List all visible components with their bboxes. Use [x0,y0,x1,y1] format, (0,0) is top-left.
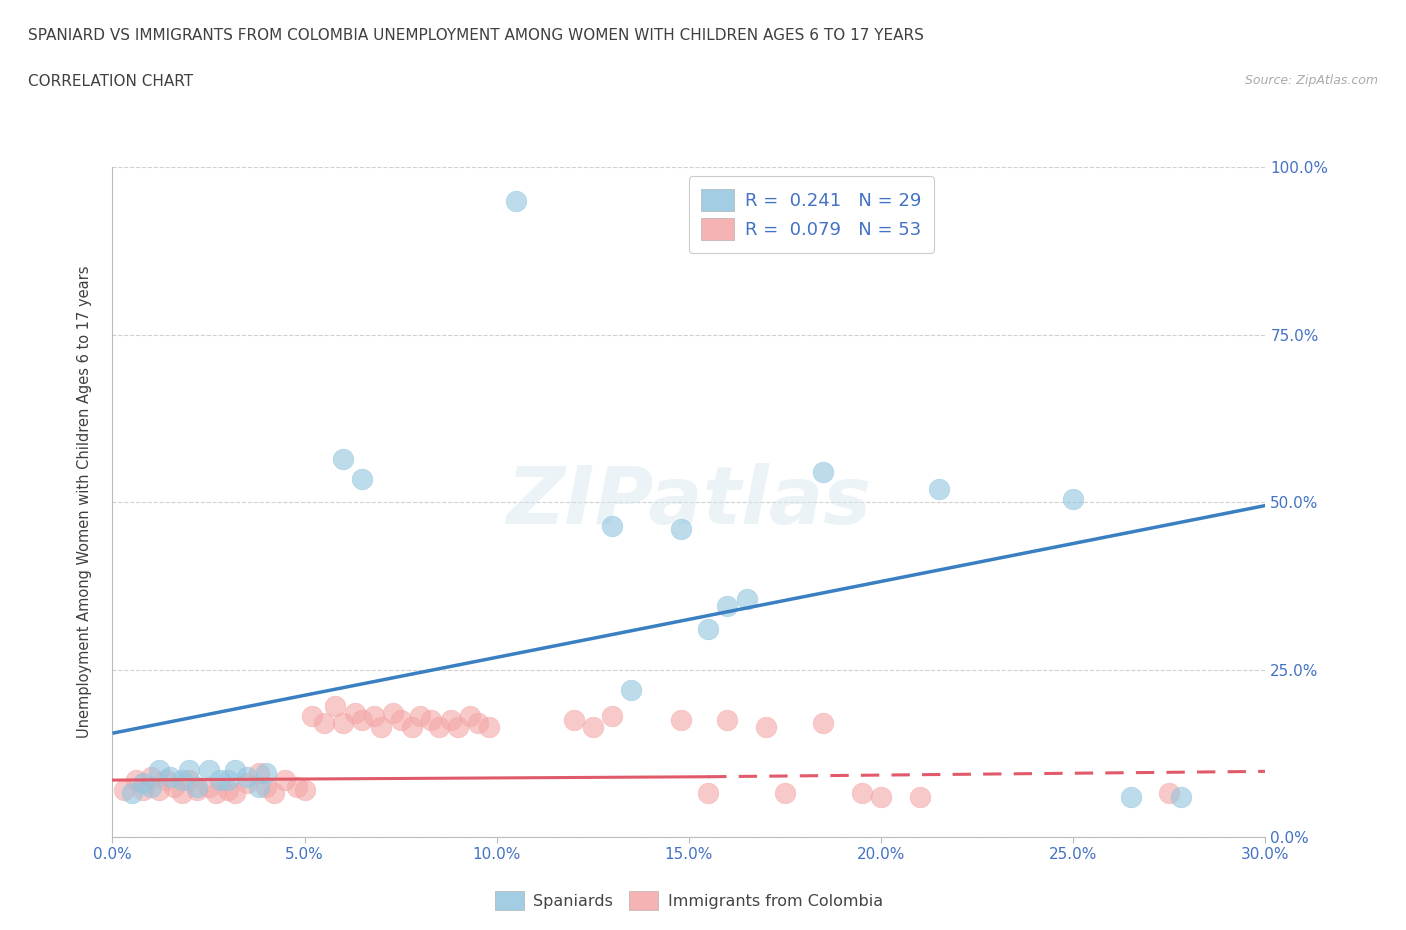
Point [247,779,270,794]
Point [236,776,259,790]
Point [332,716,354,731]
Point [813,465,835,480]
Point [697,786,720,801]
Point [301,709,323,724]
Point [148,763,170,777]
Point [139,769,162,784]
Point [163,779,186,794]
Point [352,712,374,727]
Point [697,622,720,637]
Point [217,773,239,788]
Point [112,783,135,798]
Point [236,769,259,784]
Point [447,719,470,734]
Text: CORRELATION CHART: CORRELATION CHART [28,74,193,89]
Point [139,779,162,794]
Point [467,716,489,731]
Point [671,522,693,537]
Point [908,790,931,804]
Point [170,786,193,801]
Point [155,773,177,788]
Point [813,716,835,731]
Y-axis label: Unemployment Among Women with Children Ages 6 to 17 years: Unemployment Among Women with Children A… [77,266,91,738]
Point [363,709,385,724]
Legend: Spaniards, Immigrants from Colombia: Spaniards, Immigrants from Colombia [489,884,889,916]
Point [224,786,246,801]
Point [427,719,450,734]
Point [1170,790,1192,804]
Point [179,763,201,777]
Point [582,719,605,734]
Point [209,773,232,788]
Point [254,779,277,794]
Point [254,766,277,781]
Text: SPANIARD VS IMMIGRANTS FROM COLOMBIA UNEMPLOYMENT AMONG WOMEN WITH CHILDREN AGES: SPANIARD VS IMMIGRANTS FROM COLOMBIA UNE… [28,28,924,43]
Point [332,451,354,466]
Point [1062,491,1084,506]
Point [735,591,758,606]
Point [671,712,693,727]
Point [224,763,246,777]
Point [159,769,181,784]
Point [274,773,297,788]
Point [294,783,316,798]
Point [170,773,193,788]
Point [851,786,873,801]
Point [562,712,585,727]
Point [755,719,778,734]
Point [132,776,155,790]
Point [186,783,208,798]
Point [382,706,405,721]
Text: Source: ZipAtlas.com: Source: ZipAtlas.com [1244,74,1378,87]
Point [179,773,201,788]
Point [186,779,208,794]
Point [205,786,228,801]
Point [285,779,308,794]
Point [409,709,432,724]
Point [458,709,481,724]
Point [197,763,219,777]
Point [132,783,155,798]
Point [773,786,796,801]
Point [148,783,170,798]
Point [1159,786,1181,801]
Point [121,786,143,801]
Point [478,719,501,734]
Point [124,773,146,788]
Point [600,518,623,533]
Text: ZIPatlas: ZIPatlas [506,463,872,541]
Point [1119,790,1142,804]
Point [870,790,893,804]
Point [505,193,527,208]
Point [217,783,239,798]
Point [247,766,270,781]
Point [263,786,285,801]
Point [716,599,738,614]
Point [343,706,366,721]
Point [352,472,374,486]
Point [716,712,738,727]
Point [928,482,950,497]
Point [197,779,219,794]
Point [370,719,392,734]
Point [401,719,423,734]
Point [389,712,412,727]
Point [620,683,643,698]
Point [420,712,443,727]
Point [325,699,347,714]
Point [440,712,463,727]
Point [312,716,335,731]
Point [600,709,623,724]
